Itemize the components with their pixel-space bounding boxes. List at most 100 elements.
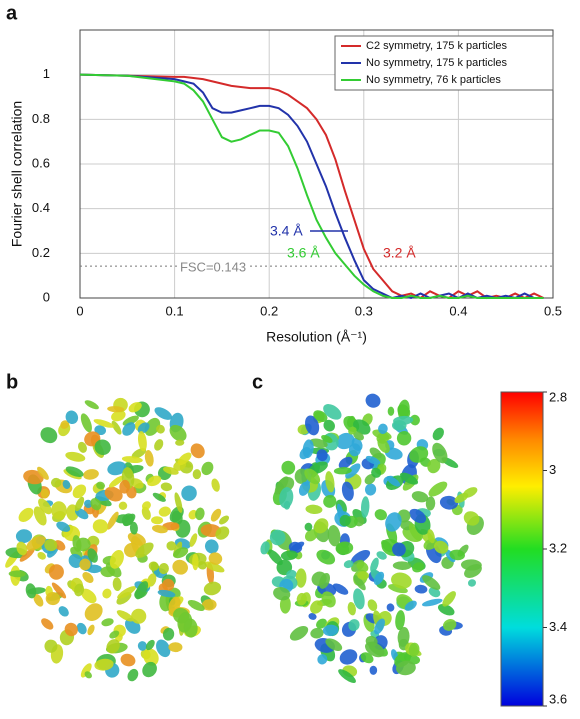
density-blob (151, 516, 164, 525)
density-blob (371, 467, 382, 478)
density-blob (65, 466, 84, 477)
density-blob (208, 552, 223, 565)
density-blob (310, 627, 324, 639)
density-blob (367, 599, 378, 611)
colorbar (500, 391, 544, 707)
density-blob (305, 415, 320, 436)
density-blob (118, 501, 128, 510)
density-blob (279, 487, 294, 509)
density-blob (304, 522, 313, 532)
density-blob (106, 511, 119, 530)
density-blob (127, 532, 146, 546)
density-blob (169, 424, 187, 442)
density-blob (374, 618, 385, 635)
density-blob (397, 627, 410, 647)
density-blob (75, 508, 89, 520)
density-blob (15, 529, 33, 543)
density-blob (82, 572, 94, 583)
density-blob (322, 624, 339, 637)
density-blob (323, 404, 342, 420)
density-blob (309, 438, 328, 448)
density-blob (434, 540, 449, 554)
density-blob (72, 535, 82, 552)
density-blob (163, 466, 179, 475)
density-blob (192, 553, 199, 571)
density-blob (108, 475, 124, 488)
density-blob (40, 488, 50, 499)
density-blob (53, 540, 66, 551)
density-blob (41, 618, 54, 630)
density-blob (175, 439, 185, 446)
density-blob (392, 542, 406, 557)
density-blob (364, 483, 377, 496)
density-blob (428, 481, 448, 497)
density-blob (321, 591, 336, 608)
panel-label: a (6, 2, 18, 24)
density-blob (87, 548, 98, 563)
density-blob (181, 485, 197, 502)
density-blob (422, 598, 443, 607)
density-blob (197, 561, 207, 570)
annotation: 3.2 Å (383, 245, 416, 261)
density-blob (143, 648, 159, 666)
density-blob (317, 654, 328, 665)
density-blob (188, 509, 198, 520)
density-blob (154, 439, 164, 451)
density-blob (348, 619, 360, 631)
density-blob (356, 561, 369, 573)
density-blob (111, 410, 126, 422)
density-blob (189, 533, 198, 547)
density-blob (442, 591, 456, 607)
x-tick-label: 0 (76, 303, 83, 318)
density-blob (84, 400, 99, 410)
density-blob (81, 588, 97, 604)
density-blob (316, 549, 336, 565)
x-tick-label: 0.4 (449, 303, 467, 318)
density-blob (68, 553, 83, 569)
density-blob (137, 431, 147, 452)
density-blob (175, 519, 191, 538)
density-blob (106, 639, 120, 654)
density-blob (353, 588, 365, 610)
density-blob (120, 653, 136, 667)
density-blob (51, 501, 67, 520)
density-blob (80, 413, 92, 433)
density-blob (373, 571, 385, 585)
density-blob (289, 625, 309, 641)
density-blob (422, 575, 441, 590)
y-axis-label: Fourier shell correlation (9, 101, 25, 247)
density-blob (360, 652, 374, 664)
density-blob (144, 417, 161, 436)
density-blob (432, 442, 448, 464)
density-blob (83, 469, 99, 480)
density-blob (386, 603, 395, 612)
density-blob (267, 549, 283, 566)
density-blob (173, 547, 189, 559)
density-blob (395, 660, 416, 676)
density-blob (449, 549, 465, 561)
density-blob (412, 562, 425, 573)
density-blob (381, 540, 393, 553)
density-blob (339, 514, 351, 527)
density-blob (395, 610, 405, 631)
density-blob (174, 492, 183, 513)
density-blob (370, 557, 379, 573)
density-blob (177, 611, 193, 633)
density-blob (280, 550, 298, 561)
density-blob (160, 482, 173, 492)
density-blob (141, 506, 151, 520)
density-blob (166, 541, 177, 551)
colorbar-tick-label: 3 (549, 462, 556, 477)
density-blob (409, 446, 429, 463)
annotation: 3.6 Å (287, 245, 320, 261)
density-blob (427, 529, 435, 544)
density-blob (158, 506, 171, 517)
density-blob (365, 641, 385, 658)
density-blob (56, 521, 71, 532)
density-blob (204, 539, 219, 554)
density-blob (195, 507, 205, 521)
density-blob (154, 407, 173, 420)
density-blob (102, 588, 112, 599)
density-blob (44, 639, 58, 653)
density-blob (463, 511, 480, 526)
